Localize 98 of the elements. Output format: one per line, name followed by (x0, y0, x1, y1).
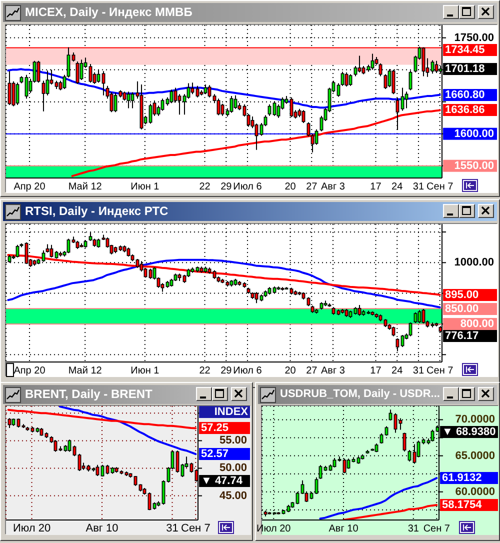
candlestick (16, 244, 20, 258)
x-tick-label: Апр 20 (14, 182, 46, 192)
candlestick (208, 84, 212, 98)
candlestick (346, 458, 350, 470)
candlestick (268, 104, 272, 116)
x-tick-label: Авг 10 (328, 524, 359, 534)
candlestick (16, 82, 20, 106)
x-tick-label: Апр 20 (14, 366, 46, 376)
data-label: 61.9132 (440, 472, 498, 484)
candlestick (100, 464, 104, 477)
x-tick-label: Сен 7 (426, 182, 454, 192)
chart-title: MICEX, Daily - Индекс ММВБ (25, 5, 192, 20)
candlestick (348, 74, 352, 86)
x-tick-label: 22 (199, 366, 211, 376)
x-tick-label: 17 (370, 182, 382, 192)
y-tick-label: 800.00 (460, 318, 494, 330)
chart-title: BRENT, Daily - BRENT (25, 387, 152, 402)
candlestick (96, 464, 100, 476)
x-tick-label: Июл 6 (233, 182, 262, 192)
annotation: ▼ 47.74 (199, 474, 250, 487)
ref-line-label: 1734.45 (443, 44, 497, 56)
y-tick-label: 45.00 (219, 490, 247, 502)
data-label: 1660.80 (443, 88, 497, 101)
x-tick-label: 27 (306, 366, 318, 376)
data-label: 895.00 (443, 288, 497, 301)
candlestick (408, 322, 412, 337)
x-tick-label: 24 (392, 366, 404, 376)
x-tick-label: 29 (220, 366, 232, 376)
x-tick-label: 20 (284, 182, 296, 192)
candlestick (148, 492, 152, 511)
candlestick (46, 70, 50, 96)
x-tick-label: Май 12 (68, 366, 102, 376)
line-series (71, 109, 441, 178)
x-tick-label: Июн 1 (130, 366, 160, 376)
line-series (7, 258, 441, 308)
annotation: 776.17 (443, 330, 497, 342)
candlestick (160, 98, 164, 112)
y-tick-label: 65.0000 (455, 450, 495, 462)
candlestick (314, 128, 318, 146)
annotation: 1701.18 (443, 63, 497, 76)
y-tick-label: 50.00 (219, 462, 247, 474)
x-tick-label: 22 (199, 182, 211, 192)
ref-line-label: 850.00 (443, 302, 497, 315)
x-tick-label: 20 (284, 366, 296, 376)
line-series (7, 408, 197, 430)
line-series (58, 406, 197, 456)
x-tick-label: Сен 7 (181, 522, 210, 534)
x-tick-label: Авг 10 (86, 522, 118, 534)
candlestick (384, 74, 388, 90)
x-tick-label: 24 (392, 182, 404, 192)
candlestick (180, 463, 184, 478)
candlestick (358, 304, 362, 316)
x-tick-label: 29 (220, 182, 232, 192)
y-axis-title: INDEX (199, 406, 250, 418)
y-tick-label: 1000.00 (454, 256, 494, 269)
candlestick (272, 100, 276, 116)
x-tick-label: Июн 1 (130, 182, 160, 192)
candlestick (196, 85, 200, 98)
x-tick-label: 17 (370, 366, 382, 376)
data-label: 52.57 (199, 448, 250, 460)
y-tick-label: 1550.00 (454, 160, 494, 172)
candlestick (78, 453, 82, 472)
candlestick (216, 98, 220, 116)
candlestick (230, 96, 234, 114)
data-label: 1636.86 (443, 104, 497, 116)
x-tick-label: Июл 20 (256, 524, 292, 534)
annotation: ▼ 68.9380 (440, 426, 498, 438)
x-tick-label: Авг 3 (321, 366, 346, 376)
x-tick-label: Июл 20 (12, 522, 51, 534)
chart-title: USDRUB_TOM, Daily - USDR... (280, 387, 440, 402)
candlestick (404, 91, 408, 109)
candlestick (148, 268, 152, 280)
line-series (342, 504, 438, 520)
x-tick-label: 31 (408, 524, 420, 534)
y-tick-label: 1600.00 (454, 128, 494, 140)
candlestick (162, 480, 166, 506)
candlestick (106, 464, 110, 475)
candlestick (190, 462, 194, 474)
y-tick-label: 60.0000 (455, 486, 495, 498)
data-label: 57.25 (199, 422, 250, 434)
x-tick-label: Сен 7 (423, 524, 450, 534)
x-tick-label: Сен 7 (426, 366, 454, 376)
chart-title: RTSI, Daily - Индекс РТС (25, 204, 168, 219)
candlestick (58, 80, 62, 91)
y-tick-label: 70.0000 (455, 414, 495, 426)
x-tick-label: 31 (412, 182, 424, 192)
candlestick (358, 55, 362, 73)
x-tick-label: Май 12 (68, 182, 102, 192)
x-tick-label: Июл 6 (233, 366, 262, 376)
data-label: 58.1754 (440, 499, 498, 512)
x-tick-label: 31 (412, 366, 424, 376)
x-tick-label: 27 (306, 182, 318, 192)
candlestick (400, 87, 404, 112)
x-tick-label: 31 (166, 522, 178, 534)
x-tick-label: Авг 3 (321, 182, 346, 192)
y-tick-label: 55.00 (219, 434, 247, 447)
y-tick-label: 1750.00 (454, 32, 494, 44)
line-series (319, 477, 438, 520)
